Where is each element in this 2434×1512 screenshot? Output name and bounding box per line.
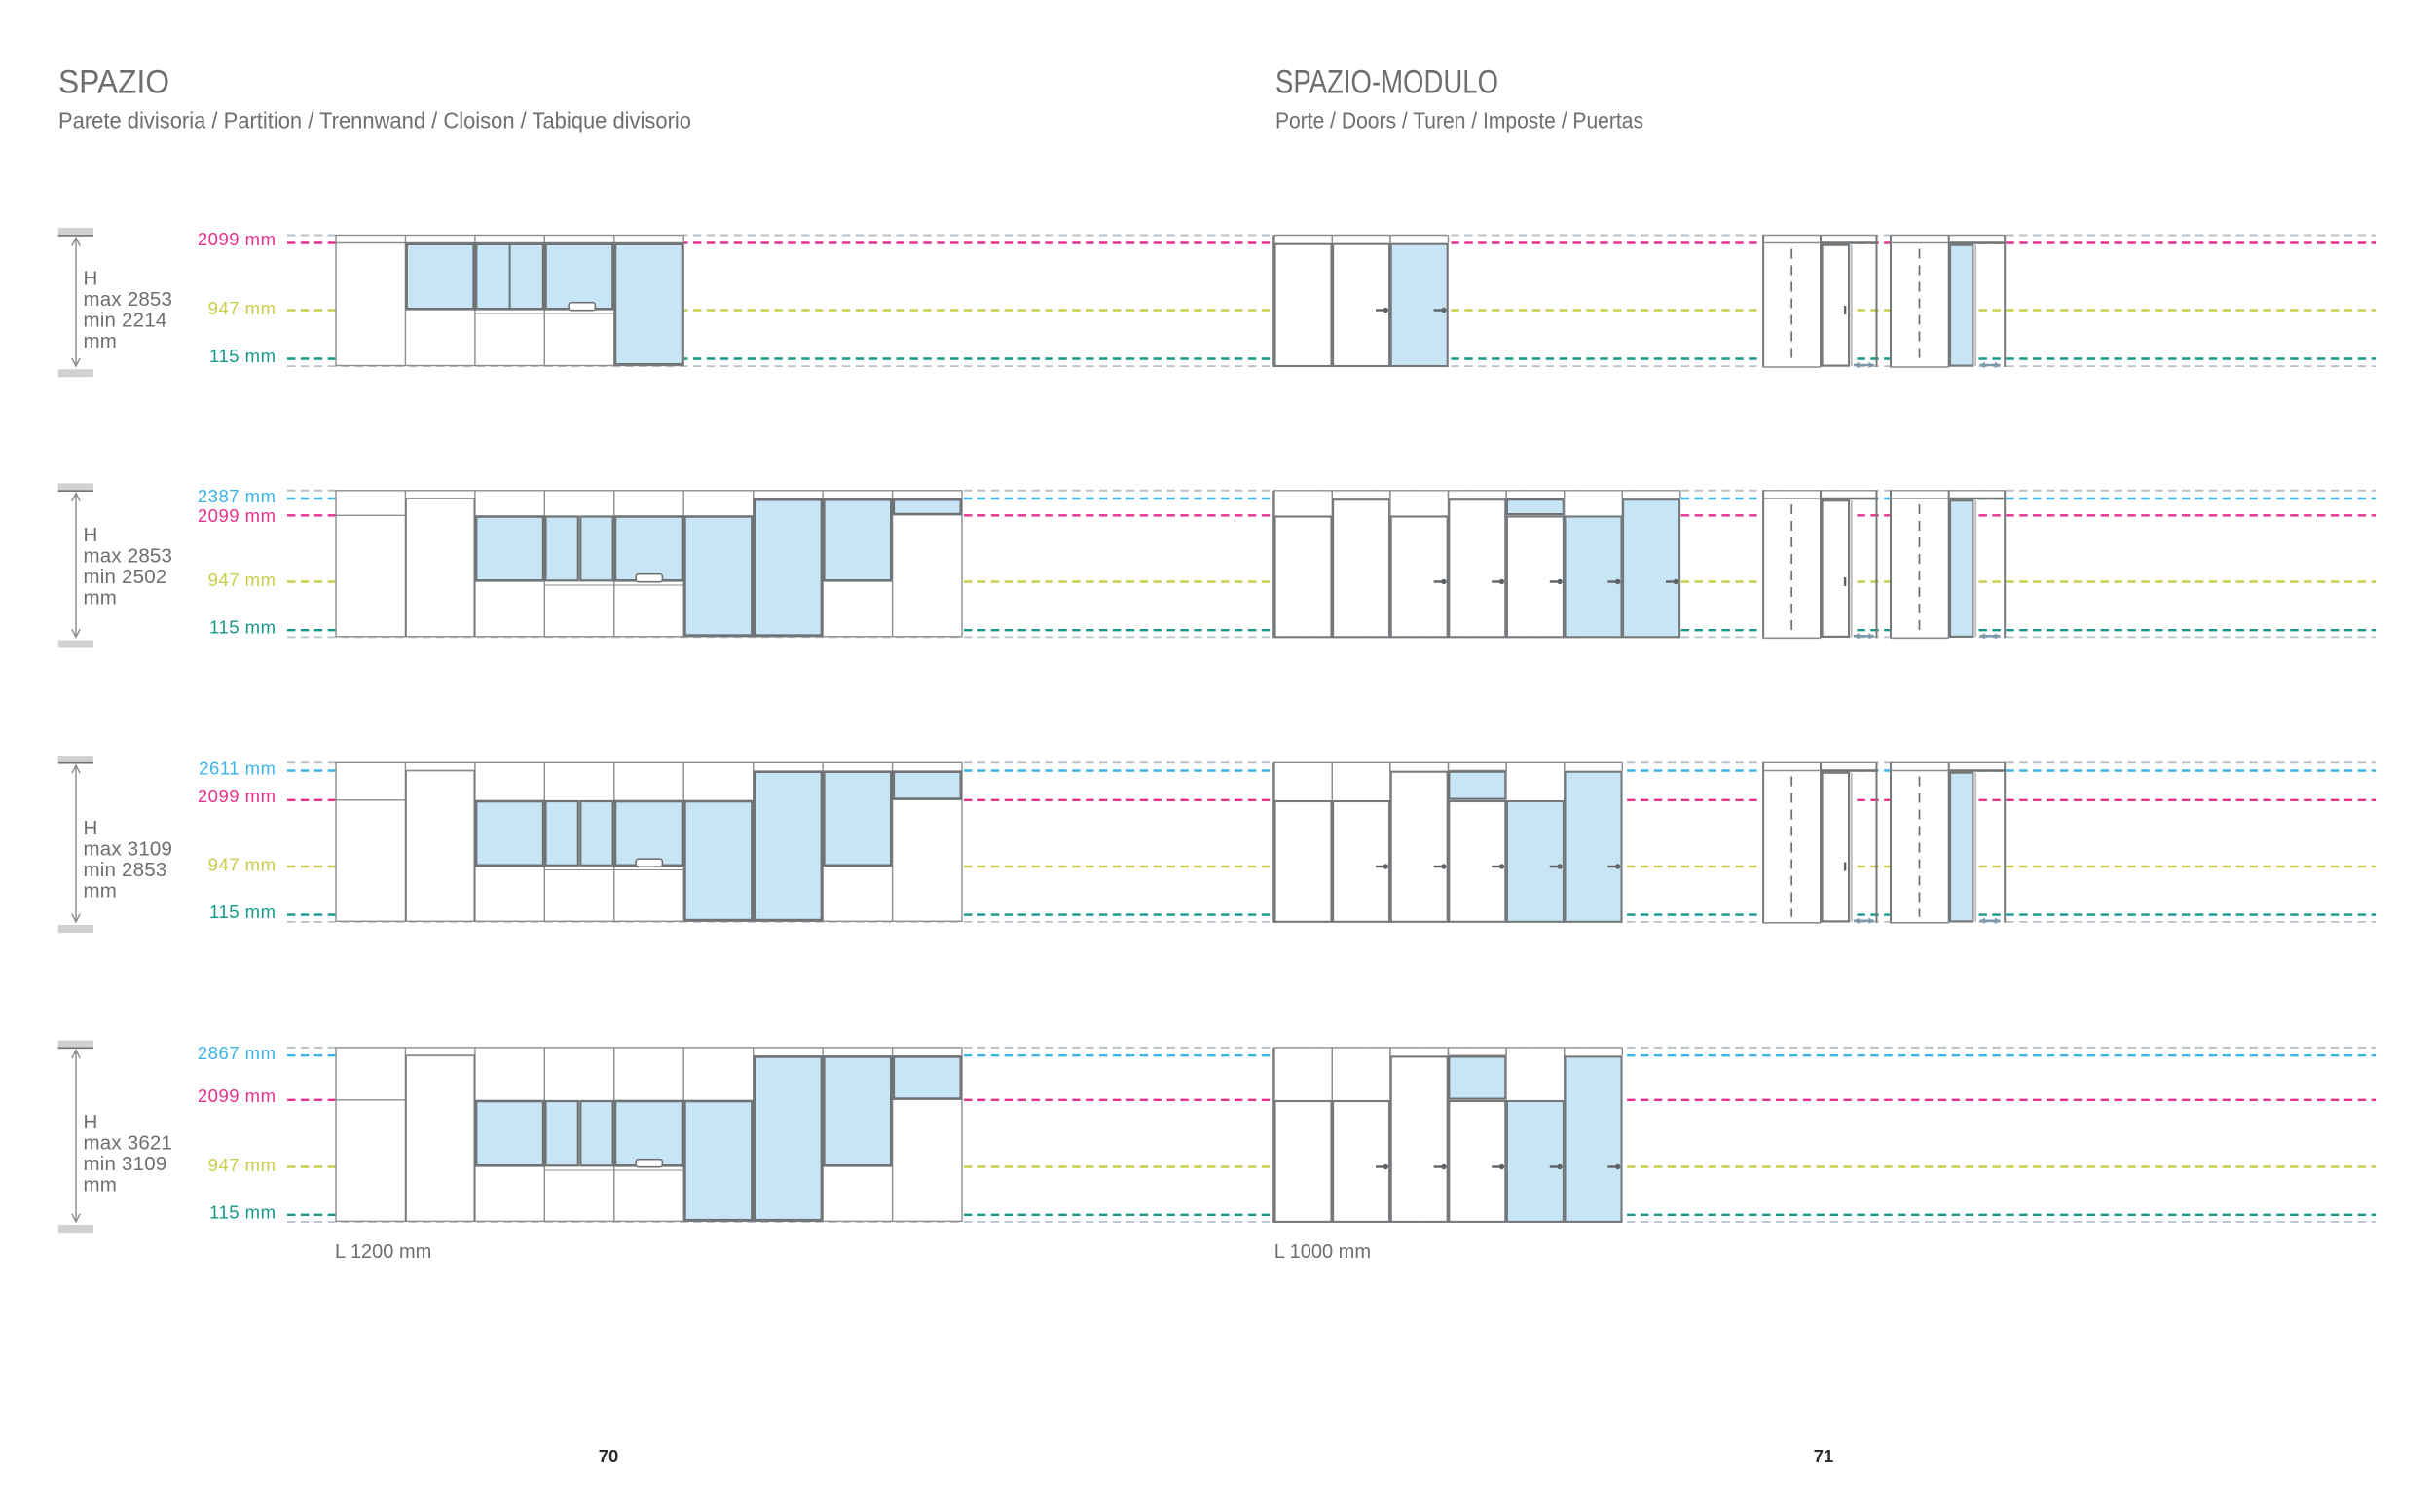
svg-text:min 2502: min 2502 <box>84 566 167 588</box>
svg-text:947 mm: 947 mm <box>208 570 277 590</box>
svg-text:SPAZIO: SPAZIO <box>58 64 169 101</box>
svg-text:2099 mm: 2099 mm <box>198 505 277 526</box>
svg-text:max 3621: max 3621 <box>84 1132 173 1155</box>
svg-text:Parete divisoria / Partition /: Parete divisoria / Partition / Trennwand… <box>58 108 691 133</box>
svg-text:2099 mm: 2099 mm <box>198 229 277 249</box>
svg-text:max 2853: max 2853 <box>84 288 173 311</box>
svg-text:max 2853: max 2853 <box>84 545 173 568</box>
svg-text:Porte / Doors / Turen / Impost: Porte / Doors / Turen / Imposte / Puerta… <box>1275 108 1643 133</box>
svg-text:L 1000 mm: L 1000 mm <box>1274 1241 1371 1263</box>
svg-text:2099 mm: 2099 mm <box>198 1086 277 1106</box>
svg-text:H: H <box>84 268 98 290</box>
svg-text:2387 mm: 2387 mm <box>198 486 277 506</box>
svg-text:71: 71 <box>1814 1446 1834 1466</box>
svg-text:max 3109: max 3109 <box>84 838 173 861</box>
svg-text:115 mm: 115 mm <box>209 902 276 922</box>
svg-text:mm: mm <box>84 1174 118 1197</box>
svg-text:H: H <box>84 817 98 839</box>
svg-text:2611 mm: 2611 mm <box>199 758 276 779</box>
svg-text:SPAZIO-MODULO: SPAZIO-MODULO <box>1275 64 1498 101</box>
svg-text:947 mm: 947 mm <box>208 1155 277 1175</box>
svg-text:mm: mm <box>84 880 118 903</box>
svg-text:947 mm: 947 mm <box>208 298 277 318</box>
svg-text:H: H <box>84 1111 98 1133</box>
svg-text:H: H <box>84 524 98 546</box>
svg-text:mm: mm <box>84 587 118 609</box>
svg-text:min 2214: min 2214 <box>84 310 167 332</box>
svg-text:min 2853: min 2853 <box>84 859 167 881</box>
svg-text:2867 mm: 2867 mm <box>198 1043 277 1063</box>
svg-text:115 mm: 115 mm <box>209 1201 276 1222</box>
svg-text:2099 mm: 2099 mm <box>198 786 277 806</box>
svg-text:947 mm: 947 mm <box>208 855 277 875</box>
svg-text:L 1200 mm: L 1200 mm <box>335 1241 431 1263</box>
svg-text:mm: mm <box>84 330 118 352</box>
svg-text:115 mm: 115 mm <box>209 346 276 366</box>
svg-text:115 mm: 115 mm <box>209 617 276 638</box>
svg-text:70: 70 <box>599 1446 619 1466</box>
svg-text:min 3109: min 3109 <box>84 1153 167 1175</box>
